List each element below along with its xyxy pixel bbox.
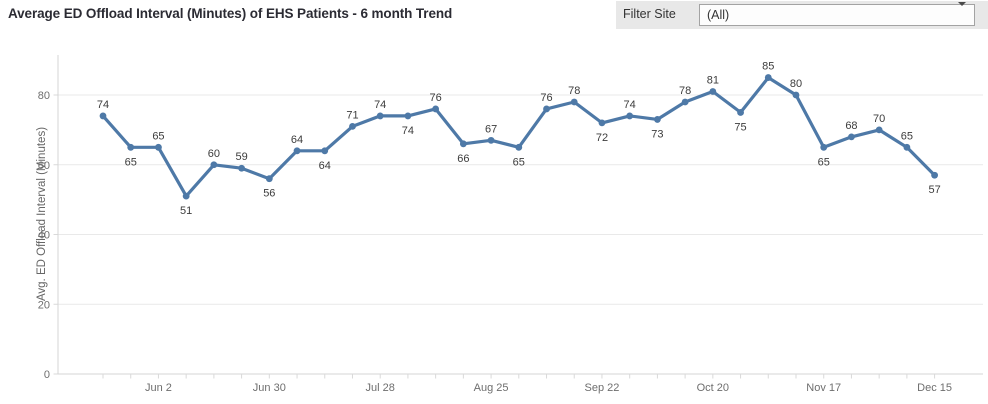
x-tick-label: Jun 30 [253, 382, 286, 394]
data-point[interactable] [764, 74, 772, 81]
data-point-label: 74 [374, 99, 386, 111]
x-tick-label: Sep 22 [585, 382, 620, 394]
data-point[interactable] [127, 143, 135, 151]
data-point-label: 76 [430, 92, 442, 104]
filter-site-dropdown[interactable]: (All) [699, 2, 975, 26]
data-point-label: 57 [928, 184, 940, 196]
data-point[interactable] [875, 126, 883, 134]
data-point-label: 81 [707, 75, 719, 87]
data-point[interactable] [709, 88, 717, 95]
data-point-label: 74 [624, 99, 636, 111]
data-point-label: 68 [845, 120, 857, 132]
data-point-label: 65 [901, 130, 913, 142]
data-point-label: 65 [513, 156, 525, 168]
data-point[interactable] [570, 98, 578, 106]
data-point-label: 59 [235, 151, 247, 163]
y-tick-label: 0 [44, 369, 50, 381]
data-point[interactable] [792, 91, 800, 99]
data-point-label: 76 [540, 92, 552, 104]
data-point-label: 75 [734, 121, 746, 133]
data-point-label: 78 [679, 85, 691, 97]
data-point[interactable] [210, 161, 218, 169]
y-tick-label: 20 [38, 299, 50, 311]
data-point-label: 74 [97, 99, 109, 111]
x-tick-label: Aug 25 [474, 382, 509, 394]
data-point[interactable] [681, 98, 689, 106]
data-point-label: 74 [402, 125, 414, 137]
page-title: Average ED Offload Interval (Minutes) of… [8, 6, 453, 21]
filter-site-panel: Filter Site (All) [616, 1, 988, 29]
data-point-label: 65 [125, 156, 137, 168]
data-point-label: 51 [180, 205, 192, 217]
data-point[interactable] [903, 143, 911, 151]
data-point-label: 65 [152, 130, 164, 142]
data-point[interactable] [349, 122, 356, 130]
x-tick-label: Dec 15 [917, 382, 952, 394]
data-point[interactable] [820, 143, 828, 151]
data-point[interactable] [376, 112, 384, 120]
y-tick-label: 80 [38, 90, 50, 102]
data-point-label: 67 [485, 123, 497, 135]
data-point-label: 56 [263, 188, 275, 200]
data-point[interactable] [99, 112, 107, 120]
data-point-label: 80 [790, 78, 802, 90]
data-point[interactable] [487, 136, 495, 144]
x-tick-label: Jul 28 [366, 382, 395, 394]
data-point-label: 64 [291, 134, 303, 146]
y-tick-label: 40 [38, 230, 50, 242]
data-point-label: 85 [762, 61, 774, 73]
data-point[interactable] [848, 133, 855, 141]
data-point[interactable] [654, 116, 661, 123]
data-point[interactable] [293, 147, 301, 155]
data-point[interactable] [459, 140, 467, 148]
data-point[interactable] [404, 112, 412, 120]
filter-site-value: (All) [707, 8, 730, 22]
data-point-label: 70 [873, 113, 885, 125]
x-tick-label: Nov 17 [806, 382, 841, 394]
data-point[interactable] [737, 109, 744, 116]
data-point-label: 73 [651, 128, 663, 140]
data-point[interactable] [432, 105, 440, 113]
data-point-label: 66 [457, 153, 469, 165]
data-point[interactable] [265, 175, 273, 183]
data-point[interactable] [598, 119, 606, 127]
data-point[interactable] [931, 171, 938, 179]
x-tick-label: Oct 20 [697, 382, 729, 394]
data-point[interactable] [626, 112, 634, 120]
data-point[interactable] [321, 147, 329, 155]
data-point-label: 78 [568, 85, 580, 97]
data-point-label: 65 [818, 156, 830, 168]
y-tick-label: 60 [38, 160, 50, 172]
data-point[interactable] [155, 143, 162, 151]
data-point[interactable] [515, 143, 523, 151]
data-point-label: 64 [319, 160, 331, 172]
data-point[interactable] [543, 105, 550, 113]
data-point-label: 60 [208, 148, 220, 160]
filter-site-label: Filter Site [623, 7, 676, 21]
data-point[interactable] [182, 192, 190, 200]
x-tick-label: Jun 2 [145, 382, 172, 394]
data-point[interactable] [238, 164, 246, 172]
data-point-label: 71 [346, 109, 358, 121]
data-point-label: 72 [596, 132, 608, 144]
